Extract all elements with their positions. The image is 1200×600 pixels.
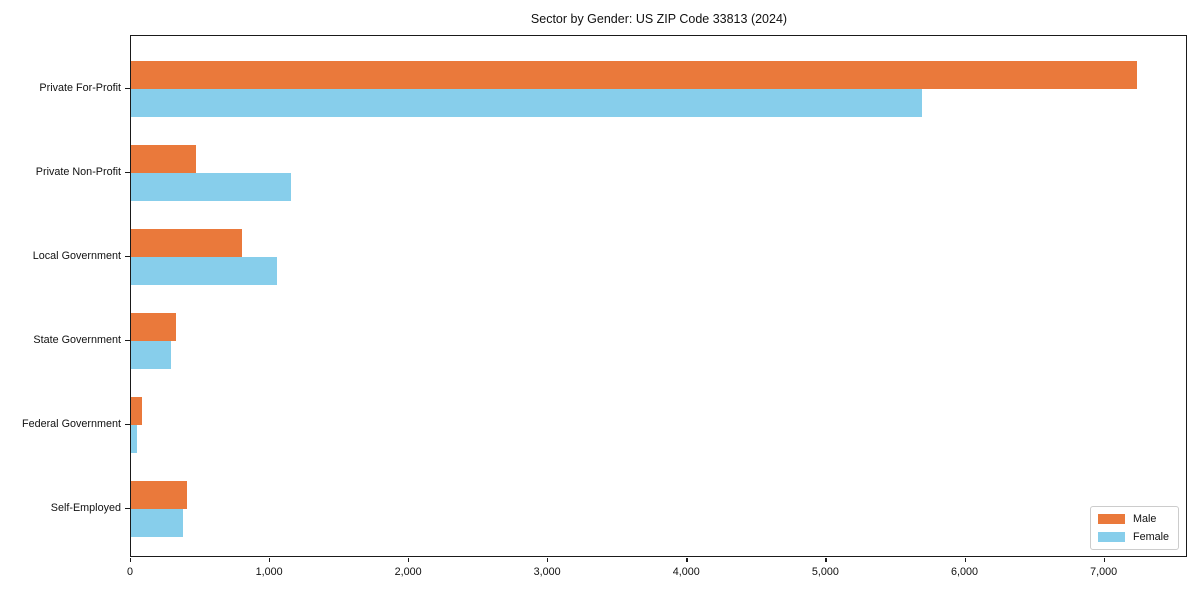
y-tick-mark <box>125 255 130 257</box>
y-tick-mark <box>125 507 130 509</box>
x-tick-mark <box>547 558 549 562</box>
legend-entry-female: Female <box>1097 531 1169 543</box>
bar-female-3 <box>131 257 277 285</box>
chart-title: Sector by Gender: US ZIP Code 33813 (202… <box>530 12 788 26</box>
legend: Male Female <box>1089 506 1179 550</box>
x-tick-mark <box>1103 558 1105 562</box>
bar-female-4 <box>131 341 172 369</box>
x-tick-mark <box>408 558 410 562</box>
male-swatch <box>1097 514 1125 524</box>
y-tick-mark <box>125 423 130 425</box>
bar-female-6 <box>131 509 183 537</box>
x-tick-label: 3,000 <box>533 566 561 578</box>
bar-male-5 <box>131 397 143 425</box>
bar-male-1 <box>131 61 1137 89</box>
x-tick-label: 1,000 <box>255 566 283 578</box>
y-tick-mark <box>125 339 130 341</box>
female-swatch <box>1097 532 1125 542</box>
legend-entry-male: Male <box>1097 513 1169 525</box>
bar-male-2 <box>131 145 197 173</box>
x-tick-mark <box>825 558 827 562</box>
category-label: Private For-Profit <box>39 82 121 94</box>
bar-male-4 <box>131 313 177 341</box>
category-label: Local Government <box>32 250 121 262</box>
x-tick-label: 7,000 <box>1090 566 1118 578</box>
x-tick-label: 6,000 <box>950 566 979 578</box>
x-tick-label: 4,000 <box>672 566 700 578</box>
x-tick-label: 0 <box>126 566 134 578</box>
legend-label-female: Female <box>1132 531 1169 543</box>
bar-female-5 <box>131 425 138 453</box>
x-tick-label: 5,000 <box>811 566 839 578</box>
bar-female-1 <box>131 89 923 117</box>
category-label: Federal Government <box>21 418 121 430</box>
x-tick-mark <box>269 558 271 562</box>
bar-female-2 <box>131 173 291 201</box>
category-label: State Government <box>33 334 121 346</box>
category-label: Private Non-Profit <box>35 166 121 178</box>
y-tick-mark <box>125 171 130 173</box>
x-tick-label: 2,000 <box>394 566 422 578</box>
bar-male-6 <box>131 481 187 509</box>
x-tick-mark <box>686 558 688 562</box>
legend-label-male: Male <box>1132 513 1157 525</box>
x-tick-mark <box>130 558 132 562</box>
category-label: Self-Employed <box>50 502 121 514</box>
plot-area: Male Female <box>130 35 1187 557</box>
y-tick-mark <box>125 87 130 89</box>
bar-male-3 <box>131 229 243 257</box>
x-tick-mark <box>964 558 966 562</box>
